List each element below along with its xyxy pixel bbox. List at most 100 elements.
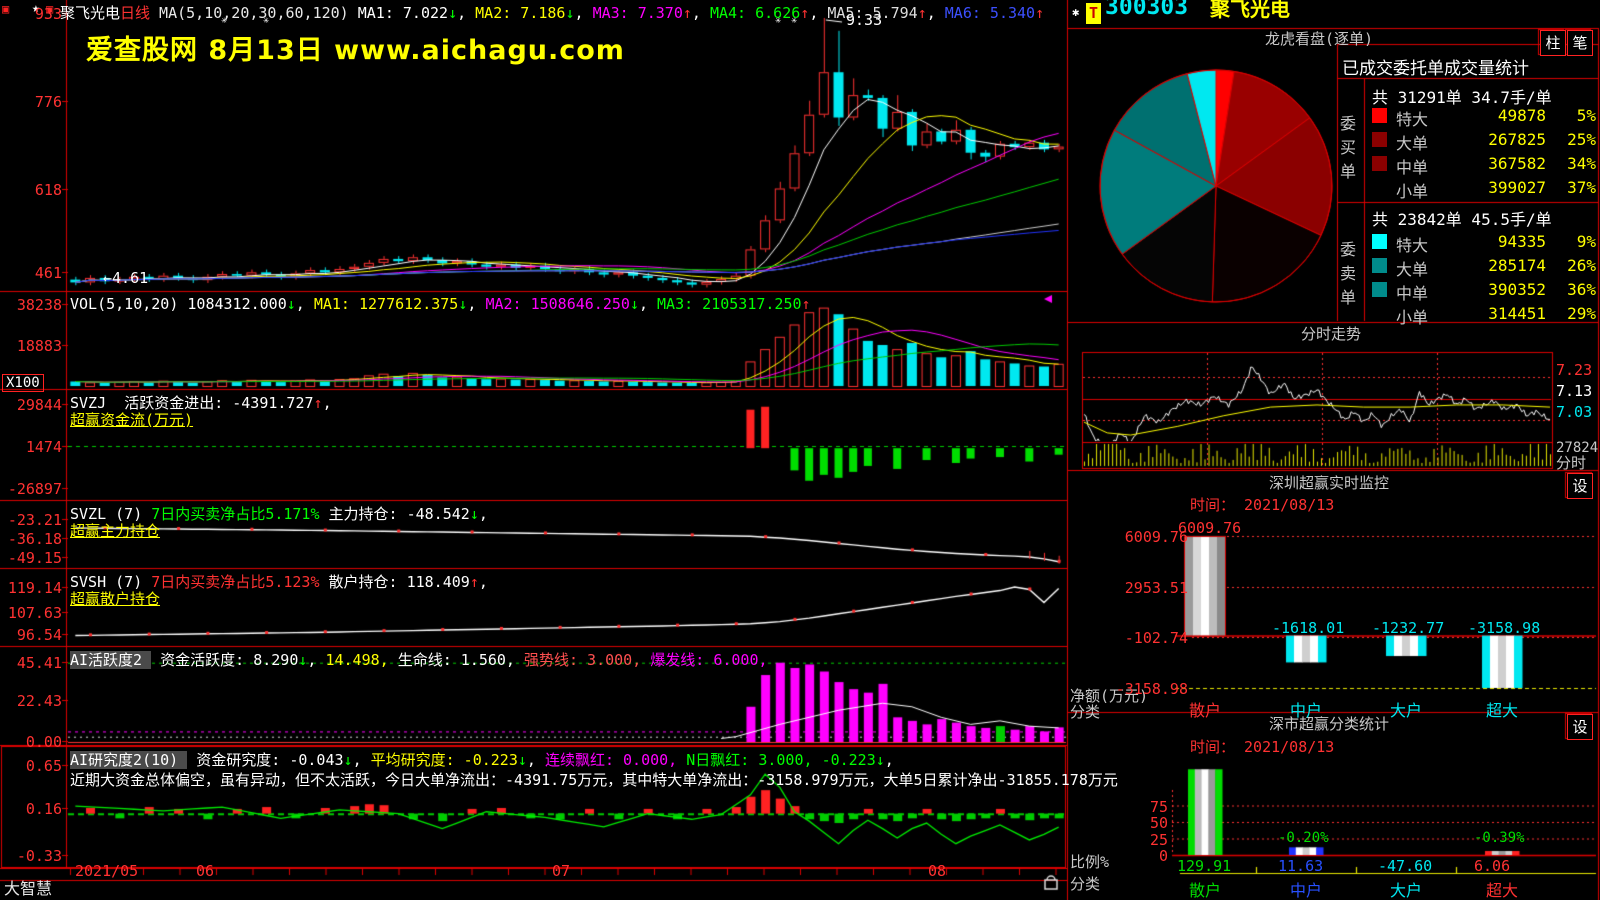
sell-row-pct: 26% [1567, 256, 1596, 275]
event-marker: ✳ [775, 15, 782, 26]
sell-row-color-swatch [1372, 282, 1387, 297]
sz-monitor-time: 时间： 2021/08/13 [1190, 496, 1335, 514]
header-segment: , [884, 751, 894, 769]
y-axis-label: 1474 [25, 438, 62, 456]
y-axis-label: 0.16 [25, 800, 62, 818]
y-axis-label: 0.00 [25, 733, 62, 751]
monitor-bar-value: -1232.77 [1372, 619, 1445, 637]
sz-stats-time: 时间： 2021/08/13 [1190, 738, 1335, 756]
sell-row-color-swatch [1372, 234, 1387, 249]
stock-code: 300303 [1105, 0, 1189, 20]
y-axis-label: 461 [34, 264, 62, 282]
header-segment: ↓ [286, 295, 296, 313]
column-mode-button[interactable]: 柱 [1540, 30, 1566, 56]
pen-mode-button[interactable]: 笔 [1567, 30, 1593, 56]
sell-row-color-swatch [1372, 258, 1387, 273]
fenshi-x-label: 分时 [1556, 454, 1587, 472]
header-segment: MA1: 1277612.375 [313, 295, 459, 313]
header-segment: 连续飘红: 0.000, [544, 751, 687, 769]
buy-side-label: 单 [1340, 162, 1357, 181]
svzl-pane-header: SVZL (7) 7日内买卖净占比5.171% 主力持仓: -48.542↓, [70, 503, 488, 524]
buy-row-value: 399027 [1488, 178, 1546, 197]
sell-row-label: 小单 [1396, 308, 1429, 327]
header-segment: 平均研究度: -0.223 [370, 751, 518, 769]
stats-y-axis-label: 75 [1149, 798, 1168, 816]
statusbar-app-name: 大智慧 [4, 879, 53, 898]
header-segment: MA3: 2105317.250 [657, 295, 802, 313]
header-segment: 7日内买卖净占比5.123% [151, 573, 329, 591]
sell-row-pct: 9% [1576, 232, 1596, 251]
sz-monitor-title: 深圳超赢实时监控 [1269, 474, 1390, 492]
header-segment: ↓ [469, 505, 479, 523]
header-segment: N日飘红: 3.000, [686, 751, 822, 769]
fenshi-price-low: 7.03 [1556, 403, 1593, 421]
buy-side-label: 委 [1340, 114, 1357, 133]
sell-side-label: 卖 [1340, 264, 1357, 283]
low-price-annotation: ←4.61 [103, 269, 149, 287]
buy-side-label: 买 [1340, 138, 1357, 157]
buy-row-color-swatch [1372, 132, 1387, 147]
header-segment: ↓ [448, 4, 458, 22]
y-axis-label: 119.14 [7, 579, 62, 597]
asterisk-icon: ✱ [1072, 5, 1080, 19]
sz-monitor-unit-label: 净额(万元) [1070, 687, 1149, 705]
header-segment: 活跃资金进出: -4391.727 [124, 394, 314, 412]
svzl-sub-label: 超赢主力持仓 [70, 522, 161, 540]
sell-row-value: 285174 [1488, 256, 1546, 275]
timeline-label: 08 [928, 862, 947, 880]
monitor-category-label: 大户 [1390, 701, 1423, 720]
header-segment: , [574, 4, 593, 22]
sell-row-pct: 36% [1567, 280, 1596, 299]
header-segment: 主力持仓: -48.542 [328, 505, 470, 523]
sell-row-label: 大单 [1396, 260, 1429, 279]
stats-bar-value: 6.06 [1474, 857, 1511, 875]
watermark: 爱查股网 8月13日 www.aichagu.com [86, 35, 625, 66]
header-segment: 强势线: 3.000, [524, 651, 651, 669]
svzj-sub-label: 超赢资金流(万元) [70, 411, 194, 429]
sz-monitor-settings-button[interactable]: 设 [1567, 473, 1593, 499]
buy-row-label: 大单 [1396, 134, 1429, 153]
y-axis-label: 107.63 [7, 604, 62, 622]
header-segment: , [478, 505, 488, 523]
stock-name: 聚飞光电 [1210, 0, 1290, 21]
stats-pct-label: -0.20% [1278, 830, 1329, 846]
monitor-category-label: 散户 [1189, 701, 1222, 720]
stats-y-axis-label: 0 [1158, 847, 1168, 865]
header-segment: , [638, 295, 658, 313]
y-axis-label: 38238 [16, 296, 62, 314]
header-segment: 1084312.000 [187, 295, 287, 313]
sell-row-pct: 29% [1567, 304, 1596, 323]
header-segment: MA4: 6.626 [709, 4, 801, 22]
header-segment: MA2: 7.186 [475, 4, 566, 22]
monitor-bar-value: 6009.76 [1178, 519, 1242, 537]
header-segment: 散户持仓: 118.409 [328, 573, 470, 591]
sz-stats-settings-button[interactable]: 设 [1567, 714, 1593, 740]
sell-side-label: 单 [1340, 288, 1357, 307]
event-marker: ✳ [791, 15, 798, 26]
volume-unit-label: X100 [2, 374, 44, 392]
stats-bar-value: 129.91 [1177, 857, 1232, 875]
header-segment: ↑ [800, 4, 810, 22]
header-segment: , [478, 573, 488, 591]
sz-stats-title: 深市超赢分类统计 [1269, 715, 1390, 733]
trade-stats-title: 已成交委托单成交量统计 [1342, 59, 1529, 79]
sell-summary: 共 23842单 45.5手/单 [1372, 210, 1552, 229]
stats-category-label: 中户 [1290, 881, 1323, 900]
buy-row-value: 49878 [1497, 106, 1546, 125]
buy-row-pct: 37% [1567, 178, 1596, 197]
alert-icon: ▣ [46, 2, 54, 16]
fenshi-vol-label: 27824 [1556, 440, 1599, 456]
header-segment: , [691, 4, 710, 22]
stats-pct-label: -0.39% [1474, 830, 1525, 846]
stats-category-label: 散户 [1189, 881, 1222, 900]
header-segment: AI研究度2(10) [70, 751, 188, 769]
header-segment: , [809, 4, 828, 22]
ai-research-comment: 近期大资金总体偏空，虽有异动，但不太活跃，今日大单净流出：-4391.75万元，… [70, 771, 1118, 789]
header-segment: SVZL (7) [70, 505, 152, 523]
header-segment: , [467, 295, 486, 313]
header-segment: SVZJ [70, 394, 125, 412]
ai-research-header: AI研究度2(10) 资金研究度: -0.043↓, 平均研究度: -0.223… [70, 749, 894, 770]
sell-row-label: 特大 [1396, 236, 1429, 255]
